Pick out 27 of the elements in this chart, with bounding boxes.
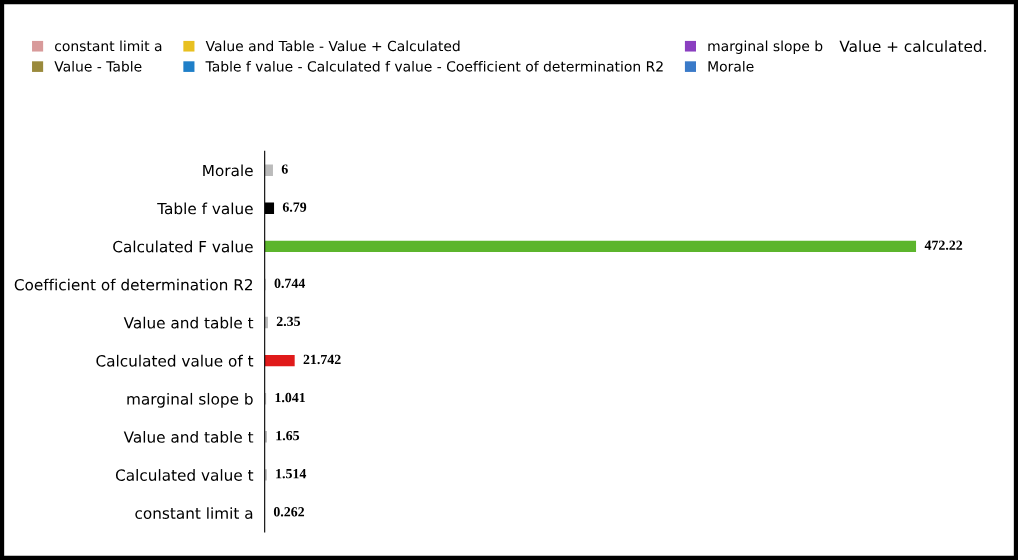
data-label: 0.744 xyxy=(274,278,306,289)
legend-label: constant limit a xyxy=(55,40,162,52)
y-tick-label: Calculated value of t xyxy=(96,354,254,367)
y-tick-label: Morale xyxy=(203,164,253,177)
data-label: 1.041 xyxy=(275,392,305,403)
legend-label: Table f value - Calculated f value - Coefficient of determination R2 xyxy=(205,60,663,72)
y-tick-label: Value and table t xyxy=(123,316,254,329)
data-label: 6 xyxy=(281,164,288,174)
legend-label: Value and Table - Value + Calculated xyxy=(205,40,460,52)
y-tick-label: marginal slope b xyxy=(127,392,253,408)
text: Value + calculated. xyxy=(839,40,986,53)
data-label: 6.79 xyxy=(282,202,307,212)
legend-label: Morale xyxy=(708,60,754,72)
data-label: 1.514 xyxy=(276,469,307,479)
legend-label: marginal slope b xyxy=(708,40,823,54)
y-tick-label: constant limit a xyxy=(135,507,253,519)
data-label: 472.22 xyxy=(924,240,963,250)
legend-label: Value - Table xyxy=(54,60,142,72)
y-tick-label: Table f value xyxy=(157,202,253,215)
y-tick-label: Calculated value t xyxy=(115,469,254,481)
data-label: 0.262 xyxy=(273,507,305,517)
y-tick-label: Value and table t xyxy=(123,431,254,443)
data-label: 21.742 xyxy=(303,354,341,365)
data-label: 1.65 xyxy=(276,430,300,441)
data-label: 2.35 xyxy=(276,316,301,327)
y-tick-label: Calculated F value xyxy=(113,240,253,253)
y-tick-label: Coefficient of determination R2 xyxy=(14,278,253,291)
